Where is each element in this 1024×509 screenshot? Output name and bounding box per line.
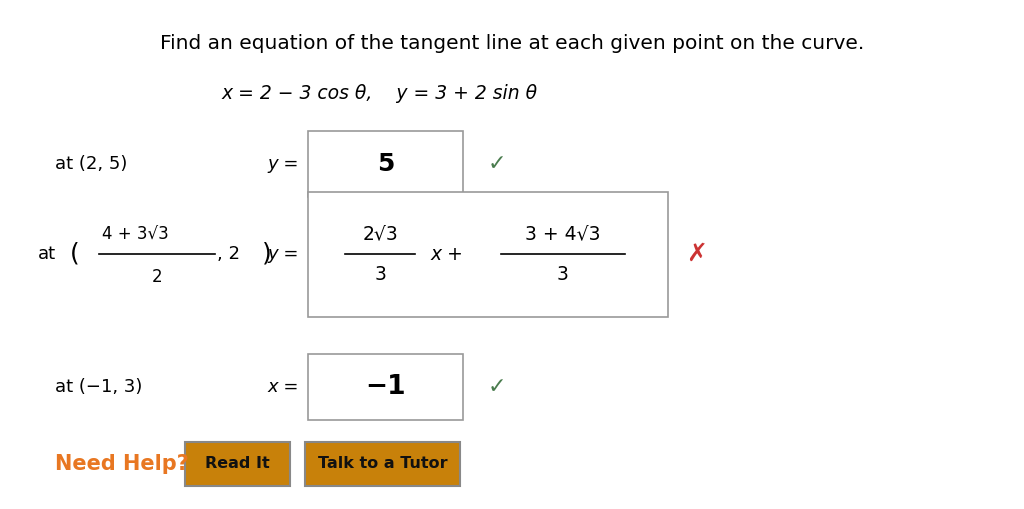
FancyBboxPatch shape (308, 354, 463, 420)
Text: x +: x + (430, 244, 463, 264)
Text: ): ) (262, 242, 271, 266)
Text: at (2, 5): at (2, 5) (55, 155, 127, 173)
FancyBboxPatch shape (305, 442, 460, 486)
Text: ✓: ✓ (488, 154, 507, 174)
Text: x = 2 − 3 cos θ,    y = 3 + 2 sin θ: x = 2 − 3 cos θ, y = 3 + 2 sin θ (222, 84, 538, 103)
Text: y =: y = (267, 155, 305, 173)
Text: at (−1, 3): at (−1, 3) (55, 378, 142, 396)
Text: 5: 5 (377, 152, 394, 176)
Text: (: ( (70, 242, 80, 266)
Text: Read It: Read It (205, 457, 270, 471)
Text: −1: −1 (366, 374, 406, 400)
FancyBboxPatch shape (185, 442, 290, 486)
Text: , 2: , 2 (217, 245, 240, 263)
Text: Talk to a Tutor: Talk to a Tutor (317, 457, 447, 471)
Text: ✗: ✗ (686, 242, 707, 266)
Text: Find an equation of the tangent line at each given point on the curve.: Find an equation of the tangent line at … (160, 34, 864, 53)
Text: 3 + 4√3: 3 + 4√3 (525, 224, 601, 243)
Text: 2√3: 2√3 (362, 224, 398, 243)
Text: 3: 3 (557, 266, 569, 285)
Text: ✓: ✓ (488, 377, 507, 397)
Text: 3: 3 (374, 266, 386, 285)
Text: x =: x = (267, 378, 305, 396)
FancyBboxPatch shape (308, 131, 463, 197)
Text: at: at (38, 245, 56, 263)
Text: 2: 2 (152, 268, 163, 286)
FancyBboxPatch shape (308, 192, 668, 317)
Text: y =: y = (267, 245, 305, 263)
Text: 4 + 3√3: 4 + 3√3 (102, 226, 169, 244)
Text: Need Help?: Need Help? (55, 454, 188, 474)
